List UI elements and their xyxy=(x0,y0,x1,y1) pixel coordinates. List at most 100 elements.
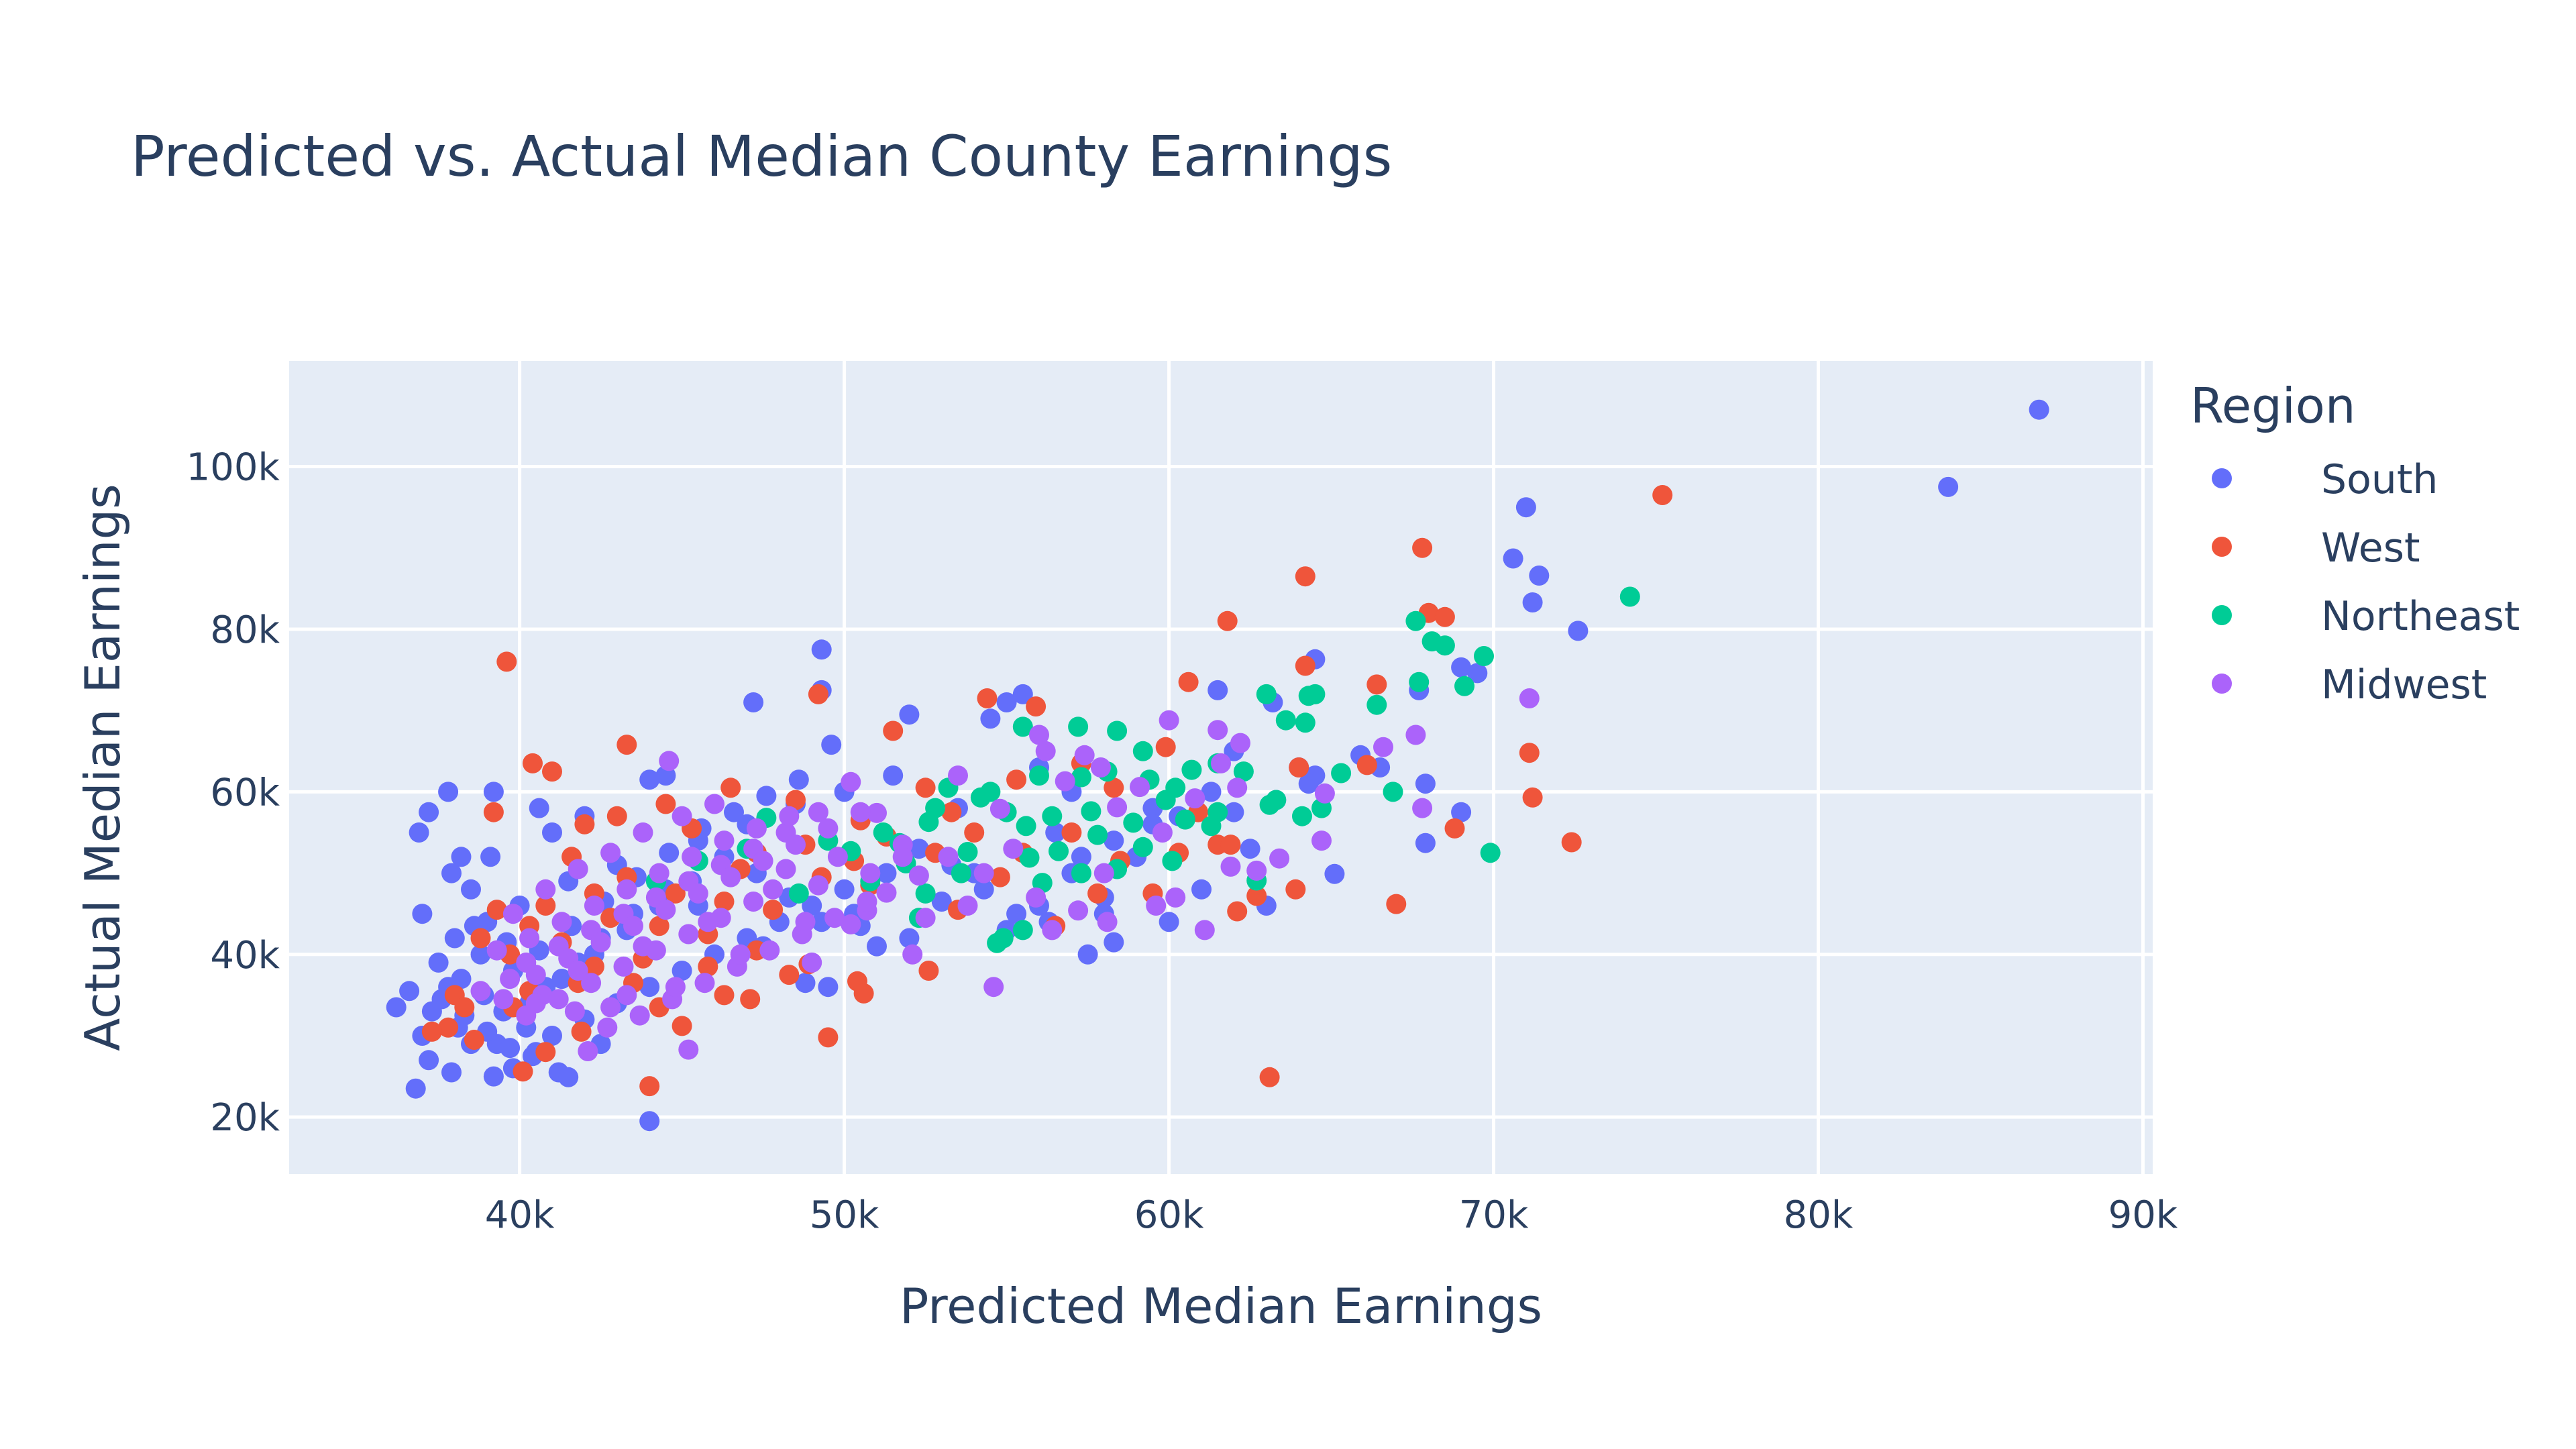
data-point[interactable] xyxy=(957,896,978,916)
data-point[interactable] xyxy=(1208,720,1228,741)
data-point[interactable] xyxy=(1201,816,1222,837)
data-point[interactable] xyxy=(957,842,978,862)
data-point[interactable] xyxy=(441,1062,462,1083)
data-point[interactable] xyxy=(1077,944,1098,965)
data-point[interactable] xyxy=(811,639,832,660)
data-point[interactable] xyxy=(483,782,504,802)
data-point[interactable] xyxy=(470,981,491,1002)
data-point[interactable] xyxy=(730,944,751,965)
data-point[interactable] xyxy=(1246,885,1267,906)
data-point[interactable] xyxy=(672,961,692,981)
data-point[interactable] xyxy=(808,875,828,896)
data-point[interactable] xyxy=(1042,920,1063,941)
data-point[interactable] xyxy=(1185,788,1205,809)
data-point[interactable] xyxy=(1181,759,1202,780)
data-point[interactable] xyxy=(1178,672,1199,692)
data-point[interactable] xyxy=(655,794,676,814)
data-point[interactable] xyxy=(519,928,540,949)
data-point[interactable] xyxy=(496,651,517,672)
data-point[interactable] xyxy=(973,863,994,883)
data-point[interactable] xyxy=(698,912,718,932)
data-point[interactable] xyxy=(1055,771,1075,792)
data-point[interactable] xyxy=(720,777,741,798)
data-point[interactable] xyxy=(616,735,637,755)
data-point[interactable] xyxy=(438,782,459,802)
data-point[interactable] xyxy=(1097,912,1118,932)
data-point[interactable] xyxy=(987,932,1008,953)
data-point[interactable] xyxy=(421,1021,442,1042)
data-point[interactable] xyxy=(1451,802,1472,822)
data-point[interactable] xyxy=(1568,621,1589,641)
data-point[interactable] xyxy=(1405,724,1426,745)
data-point[interactable] xyxy=(1049,841,1069,861)
data-point[interactable] xyxy=(941,802,962,822)
data-point[interactable] xyxy=(483,802,504,822)
data-point[interactable] xyxy=(1434,635,1455,656)
data-point[interactable] xyxy=(1227,901,1248,922)
data-point[interactable] xyxy=(1529,566,1550,586)
data-point[interactable] xyxy=(571,1021,592,1042)
data-point[interactable] xyxy=(915,908,936,928)
data-point[interactable] xyxy=(775,859,796,879)
data-point[interactable] xyxy=(1619,586,1640,607)
data-point[interactable] xyxy=(1295,655,1316,676)
data-point[interactable] xyxy=(688,883,708,904)
data-point[interactable] xyxy=(1246,860,1267,881)
data-point[interactable] xyxy=(1224,802,1244,822)
data-point[interactable] xyxy=(548,989,569,1010)
data-point[interactable] xyxy=(412,904,433,924)
data-point[interactable] xyxy=(931,892,952,912)
data-point[interactable] xyxy=(1256,684,1277,704)
data-point[interactable] xyxy=(1201,782,1222,802)
data-point[interactable] xyxy=(788,769,809,790)
data-point[interactable] xyxy=(759,940,780,961)
data-point[interactable] xyxy=(1104,777,1124,798)
data-point[interactable] xyxy=(678,924,699,945)
data-point[interactable] xyxy=(873,822,894,843)
data-point[interactable] xyxy=(1003,839,1024,859)
data-point[interactable] xyxy=(438,1017,459,1038)
data-point[interactable] xyxy=(1029,765,1049,786)
legend-item-west[interactable]: West xyxy=(2212,525,2420,572)
data-point[interactable] xyxy=(639,769,660,790)
data-point[interactable] xyxy=(551,969,572,989)
data-point[interactable] xyxy=(399,981,420,1002)
data-point[interactable] xyxy=(1474,646,1494,666)
data-point[interactable] xyxy=(779,806,800,826)
data-point[interactable] xyxy=(892,847,913,867)
data-point[interactable] xyxy=(1035,741,1056,761)
data-point[interactable] xyxy=(1373,737,1393,757)
data-point[interactable] xyxy=(867,802,887,823)
data-point[interactable] xyxy=(1071,863,1091,883)
data-point[interactable] xyxy=(483,1066,504,1087)
data-point[interactable] xyxy=(786,835,806,855)
data-point[interactable] xyxy=(1444,818,1465,839)
data-point[interactable] xyxy=(1107,720,1128,741)
data-point[interactable] xyxy=(1259,1067,1280,1087)
data-point[interactable] xyxy=(763,900,784,920)
data-point[interactable] xyxy=(802,952,822,973)
data-point[interactable] xyxy=(743,692,764,712)
data-point[interactable] xyxy=(574,814,595,835)
data-point[interactable] xyxy=(1522,592,1543,612)
data-point[interactable] xyxy=(639,1111,660,1132)
data-point[interactable] xyxy=(616,985,637,1006)
data-point[interactable] xyxy=(568,961,588,981)
legend-item-northeast[interactable]: Northeast xyxy=(2212,593,2520,640)
data-point[interactable] xyxy=(827,847,848,867)
data-point[interactable] xyxy=(1515,497,1536,518)
data-point[interactable] xyxy=(1019,847,1040,868)
data-point[interactable] xyxy=(1175,809,1195,830)
data-point[interactable] xyxy=(1093,863,1114,883)
data-point[interactable] xyxy=(551,912,572,932)
data-point[interactable] xyxy=(915,883,936,904)
data-point[interactable] xyxy=(989,867,1010,888)
data-point[interactable] xyxy=(1006,769,1027,790)
data-point[interactable] xyxy=(1220,856,1241,877)
data-point[interactable] xyxy=(542,1026,562,1046)
data-point[interactable] xyxy=(1285,879,1306,900)
data-point[interactable] xyxy=(1292,806,1312,826)
data-point[interactable] xyxy=(597,1017,618,1038)
data-point[interactable] xyxy=(818,977,839,998)
data-point[interactable] xyxy=(454,997,475,1018)
